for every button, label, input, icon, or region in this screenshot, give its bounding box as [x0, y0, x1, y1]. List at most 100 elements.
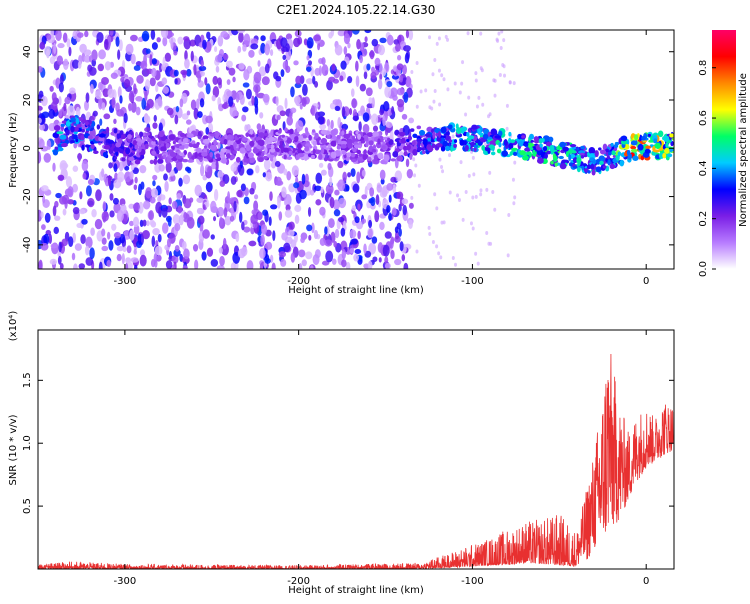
spectrogram-cell	[59, 134, 67, 140]
spectrogram-cell	[654, 142, 662, 149]
spectrogram-cell	[129, 142, 133, 148]
spectrogram-cell	[198, 65, 207, 72]
spectrogram-cell	[433, 192, 437, 197]
spectrogram-cell	[327, 162, 332, 171]
spectrogram-cell	[233, 141, 237, 149]
spectrogram-cell	[319, 237, 326, 246]
spectrogram-cell	[140, 181, 145, 190]
spectrogram-cell	[447, 124, 453, 130]
spectrogram-cell	[505, 103, 509, 108]
spectrogram-cell	[416, 138, 423, 142]
spectrogram-cell	[215, 153, 221, 159]
spectrogram-cell	[349, 247, 355, 254]
spectrogram-cell	[243, 226, 251, 233]
spectrogram-cell	[328, 218, 335, 229]
spectrogram-cell	[471, 195, 475, 200]
spectrogram-cell	[384, 262, 391, 269]
spectrogram-cell	[306, 55, 310, 61]
spectrogram-cell	[356, 149, 362, 155]
spectrogram-cell	[318, 65, 322, 76]
spectrogram-cell	[299, 103, 303, 110]
spectrogram-cell	[412, 148, 418, 156]
spectrogram-cell	[106, 231, 111, 240]
spectrogram-cell	[606, 155, 611, 160]
spectrogram-cell	[123, 112, 128, 124]
spectrogram-cell	[331, 258, 337, 265]
spectrogram-cell	[314, 185, 322, 192]
spectrogram-cell	[310, 105, 315, 116]
spectrogram-cell	[261, 76, 270, 86]
spectrogram-cell	[152, 174, 158, 181]
spectrogram-cell	[282, 136, 288, 141]
spectrogram-cell	[226, 153, 231, 159]
spectrogram-cell	[189, 197, 194, 203]
spectrogram-cell	[498, 130, 503, 137]
spectrogram-cell	[493, 93, 497, 98]
spectrogram-cell	[512, 201, 516, 206]
spectrogram-cell	[75, 117, 80, 125]
spectrogram-cell	[290, 252, 296, 263]
spectrogram-cell	[212, 86, 220, 98]
spectrogram-cell	[451, 255, 455, 260]
snr-x-ticks: -300 -200 -100 0	[114, 330, 649, 587]
spectrogram-cell	[186, 167, 192, 174]
spectrogram-cell	[412, 157, 416, 162]
spectrogram-cell	[411, 140, 416, 146]
spectrogram-cell	[84, 100, 89, 111]
spectrogram-cell	[524, 147, 531, 152]
spectrogram-cell	[469, 221, 473, 226]
spectrogram-cell	[389, 87, 398, 98]
spectrogram-cell	[380, 178, 385, 185]
colorbar-tick-label: 0.4	[698, 160, 709, 176]
spectrogram-cell	[508, 131, 512, 137]
spectrogram-cell	[148, 210, 154, 221]
spectrogram-cell	[184, 58, 190, 69]
spectrogram-cell	[410, 195, 414, 200]
spectrogram-cell	[350, 152, 356, 158]
spectrogram-cell	[49, 258, 58, 265]
spectrogram-cell	[347, 172, 352, 178]
spectrogram-cell	[391, 106, 395, 115]
spectrogram-cell	[359, 83, 367, 92]
spectrogram-cell	[146, 220, 150, 227]
spectrogram-cell	[630, 140, 638, 146]
spectrogram-cell	[435, 206, 439, 211]
spectrogram-cell	[459, 160, 463, 165]
spectrogram-cell	[484, 147, 491, 152]
spectrogram-cell	[291, 165, 299, 177]
spectrogram-cell	[431, 72, 435, 77]
spectrogram-cell	[262, 155, 268, 160]
spectrogram-cell	[253, 71, 262, 84]
spectrogram-cell	[56, 147, 64, 152]
spectrogram-cell	[295, 154, 299, 161]
spectrogram-cell	[88, 55, 93, 63]
spectrogram-cell	[235, 92, 240, 103]
spectrogram-cell	[133, 248, 137, 255]
spectrogram-cell	[444, 134, 450, 141]
spectrogram-cell	[620, 135, 628, 142]
spectrogram-cell	[383, 154, 390, 162]
spectrogram-cell	[302, 83, 308, 96]
spectrogram-cell	[474, 71, 478, 76]
spectrogram-cell	[145, 48, 151, 54]
spectrogram-cell	[209, 133, 216, 137]
spectrogram-cell	[141, 30, 150, 42]
spectrogram-cell	[347, 142, 353, 149]
spectrogram-cell	[169, 151, 177, 157]
spectrogram-cell	[84, 245, 90, 256]
spectrogram-cell	[539, 143, 543, 148]
spectrogram-cell	[595, 166, 602, 173]
spectrogram-cell	[107, 140, 114, 144]
spectrogram-cell	[408, 202, 414, 209]
spectrogram-cell	[383, 101, 390, 112]
spectrogram-cell	[147, 138, 152, 143]
snr-y-ticks: 0.5 1.0 1.5	[22, 372, 674, 514]
spectrogram-cell	[428, 35, 432, 40]
spectrogram-cell	[330, 119, 334, 130]
spectrogram-cell	[387, 137, 391, 141]
spectrogram-cell	[356, 171, 361, 184]
spectrogram-cell	[238, 211, 243, 223]
spectrogram-cell	[400, 137, 406, 144]
spectrogram-cell	[157, 96, 163, 107]
spectrogram-cell	[388, 139, 394, 146]
